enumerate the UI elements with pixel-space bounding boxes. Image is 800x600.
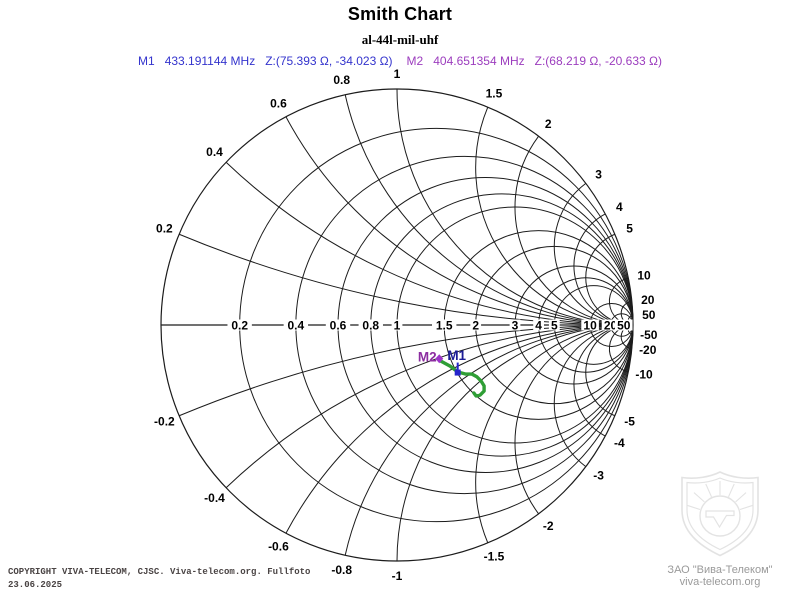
axis-label-mask [283,319,309,331]
axis-label-mask [509,319,521,331]
reactance-rim-label: 3 [595,167,602,181]
marker-point-m1 [454,369,461,376]
logo: ЗАО "Вива-Телеком" viva-telecom.org [648,470,792,588]
axis-label-mask [548,319,560,331]
logo-org-name: ЗАО "Вива-Телеком" [667,564,773,576]
reactance-arc [475,106,634,326]
chart-subtitle: al-44l-mil-uhf [361,32,439,47]
reactance-arc [344,324,634,556]
reactance-arc [344,94,634,326]
reactance-arc [178,233,634,326]
reactance-rim-label: -1.5 [484,550,505,564]
header: Smith Chart al-44l-mil-uhf M1 433.191144 … [0,0,800,68]
reactance-rim-label: -5 [624,415,635,429]
reactance-rim-label: 1 [394,67,401,81]
resistance-axis-label: 3 [512,319,519,333]
reactance-rim-label: -10 [635,368,653,382]
reactance-rim-label: 5 [626,221,633,235]
resistance-axis-label: 0.4 [288,319,305,333]
marker-m2-id: M2 [406,54,424,68]
reactance-arc [475,324,634,544]
reactance-arc [514,324,634,515]
reactance-rim-label: -20 [639,343,657,357]
reactance-rim-label: 1.5 [486,86,503,100]
reactance-rim-label: 0.2 [156,221,173,235]
resistance-axis-label: 0.8 [362,319,379,333]
reactance-arc [178,324,634,417]
reactance-arc [225,324,634,489]
resistance-axis-label: 20 [604,319,618,333]
reactance-rim-label: 20 [641,293,655,307]
resistance-axis-label: 0.6 [330,319,347,333]
resistance-axis-label: 5 [551,319,558,333]
marker-readout-m2: M2 404.651354 MHz Z:(68.219 Ω, -20.633 Ω) [407,54,662,68]
page-title: Smith Chart [347,4,453,24]
reactance-arc [285,324,634,534]
reactance-arc [285,116,634,326]
logo-shield-icon [681,471,759,557]
resistance-axis-label: 10 [583,319,597,333]
reactance-rim-label: 2 [545,117,552,131]
marker-label-m2: M2 [418,349,437,364]
resistance-axis-label: 1 [394,319,401,333]
reactance-rim-label: -0.6 [268,539,289,553]
reactance-rim-label: 0.4 [206,145,223,159]
marker-readout-row: M1 433.191144 MHz Z:(75.393 Ω, -34.023 Ω) … [0,54,800,68]
marker-readout-m1: M1 433.191144 MHz Z:(75.393 Ω, -34.023 Ω) [138,54,393,68]
reactance-rim-label: 4 [616,200,623,214]
copyright-text: COPYRIGHT VIVA-TELECOM, CJSC. Viva-telec… [8,566,310,592]
reactance-arc [514,135,634,326]
axis-label-mask [391,319,403,331]
axis-label-mask [227,319,252,331]
reactance-rim-label: 0.8 [333,73,350,87]
marker-point-m2 [435,354,444,364]
resistance-axis-label: 50 [617,319,631,333]
resistance-axis-label: 1.5 [436,319,453,333]
axis-label-mask [581,319,599,331]
resistance-axis-label: 2 [472,319,479,333]
marker-m2-frequency: 404.651354 MHz [433,54,525,68]
reactance-arc [396,88,634,326]
marker-label-m1: M1 [447,348,466,363]
reactance-arc [396,324,634,562]
axis-label-mask [470,319,482,331]
logo-url: viva-telecom.org [679,576,761,588]
reactance-arc [225,161,634,326]
resistance-axis-label: 4 [535,319,542,333]
axis-label-mask [614,319,633,331]
copyright-line-2: 23.06.2025 [8,580,63,590]
marker-m1-impedance: Z:(75.393 Ω, -34.023 Ω) [265,54,393,68]
reactance-rim-label: -2 [543,519,554,533]
reactance-rim-label: -0.4 [204,491,225,505]
axis-label-mask [325,319,351,331]
reactance-rim-label: -50 [640,328,658,342]
marker-m1-id: M1 [138,54,155,68]
reactance-rim-label: -0.2 [154,415,175,429]
reactance-rim-label: -0.8 [331,563,352,577]
axis-label-mask [533,319,544,331]
reactance-rim-label: 0.6 [270,97,287,111]
axis-label-mask [358,319,383,331]
axis-label-mask [432,319,457,331]
reactance-rim-label: -3 [593,469,604,483]
reactance-rim-label: -4 [614,436,625,450]
marker-m1-frequency: 433.191144 MHz [164,54,256,68]
reactance-rim-label: 50 [642,308,656,322]
marker-m2-impedance: Z:(68.219 Ω, -20.633 Ω) [534,54,662,68]
reactance-rim-label: 10 [637,268,651,282]
axis-label-mask [601,319,620,331]
reactance-rim-label: -1 [392,569,403,583]
resistance-axis-label: 0.2 [231,319,248,333]
copyright-line-1: COPYRIGHT VIVA-TELECOM, CJSC. Viva-telec… [8,567,311,577]
